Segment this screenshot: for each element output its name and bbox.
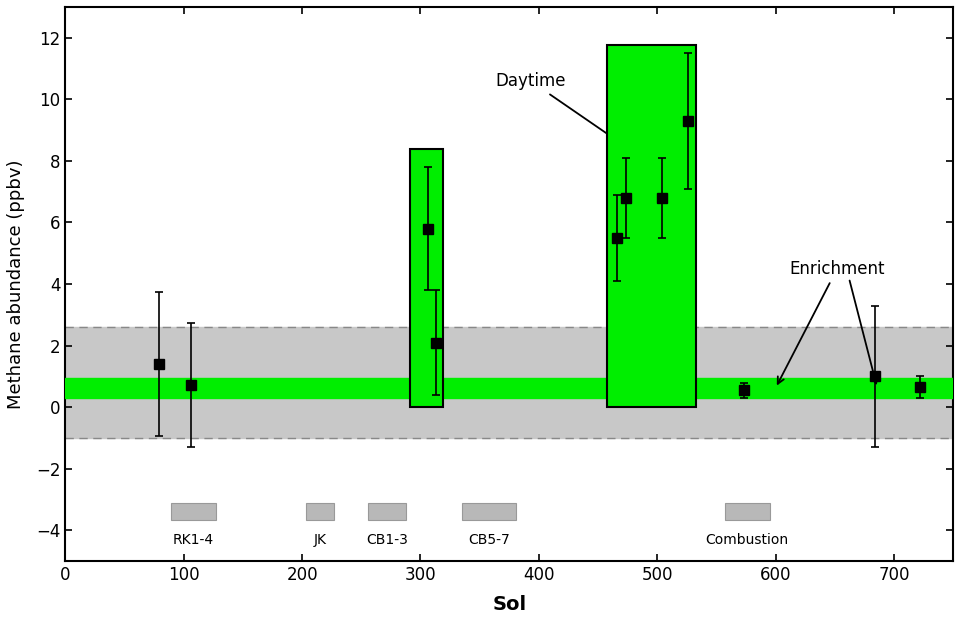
- Text: CB5-7: CB5-7: [468, 533, 510, 547]
- Text: Enrichment: Enrichment: [778, 260, 885, 384]
- Text: CB1-3: CB1-3: [367, 533, 408, 547]
- Y-axis label: Methane abundance (ppbv): Methane abundance (ppbv): [7, 159, 25, 409]
- X-axis label: Sol: Sol: [492, 595, 526, 614]
- Bar: [171, 504, 216, 520]
- Text: JK: JK: [313, 533, 326, 547]
- Bar: [462, 504, 516, 520]
- Bar: [608, 45, 696, 407]
- Bar: [65, 327, 953, 438]
- Bar: [305, 504, 334, 520]
- Bar: [725, 504, 770, 520]
- Bar: [65, 378, 953, 398]
- Text: RK1-4: RK1-4: [173, 533, 214, 547]
- Text: Daytime: Daytime: [495, 72, 665, 173]
- Bar: [369, 504, 406, 520]
- Bar: [410, 148, 443, 407]
- Text: Combustion: Combustion: [706, 533, 789, 547]
